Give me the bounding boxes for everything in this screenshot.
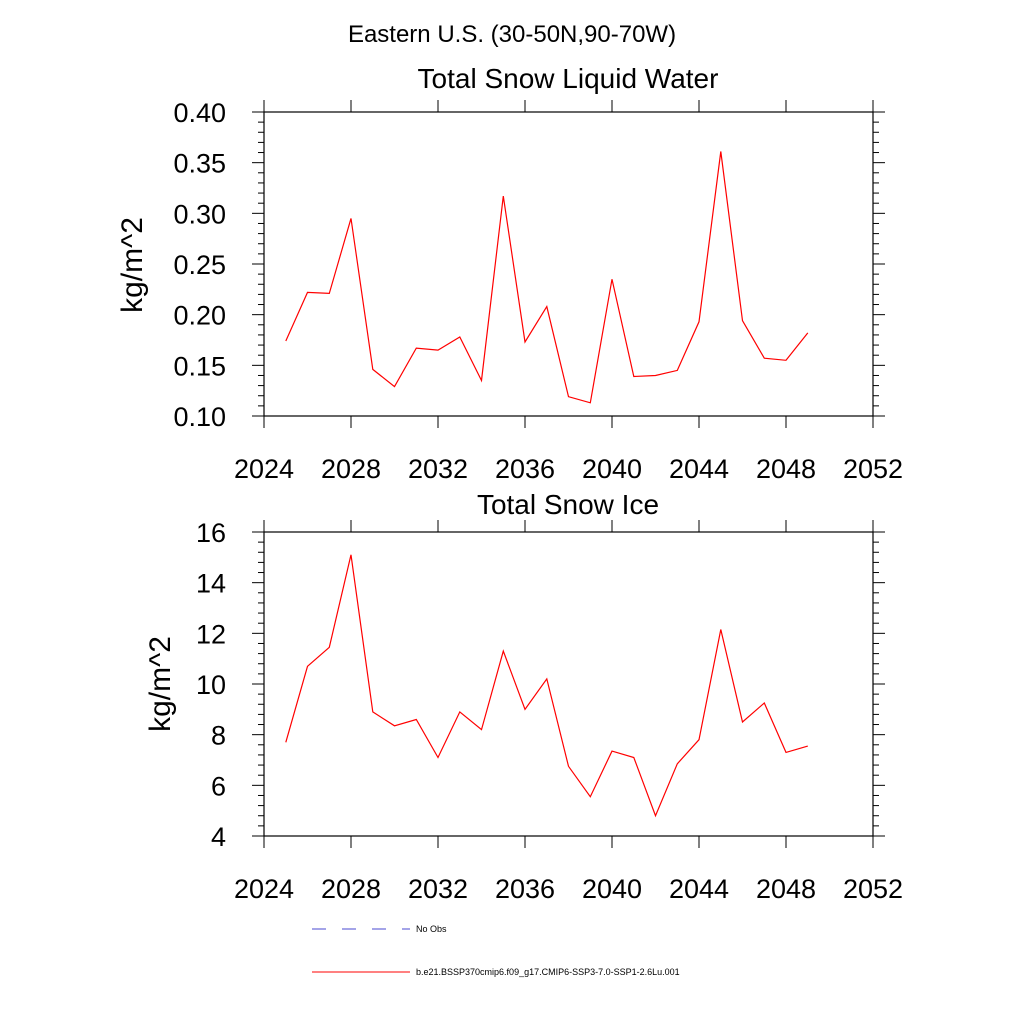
legend-label-model: b.e21.BSSP370cmip6.f09_g17.CMIP6-SSP3-7.… <box>416 967 680 977</box>
panel-snow-ice: Total Snow Ice kg/m^2 2024 2028 2032 2036 20… <box>144 489 903 904</box>
y-tick-label: 0.15 <box>173 351 226 381</box>
x-tick-label: 2028 <box>321 454 381 484</box>
plot-area: 2024 2028 2032 2036 2040 2044 2048 2052 4 6 8 10 12 1… <box>196 518 903 904</box>
x-tick-label: 2036 <box>495 874 555 904</box>
plot-frame <box>263 531 874 837</box>
legend: No Obs b.e21.BSSP370cmip6.f09_g17.CMIP6-… <box>312 924 680 977</box>
x-tick-label: 2032 <box>408 454 468 484</box>
y-tick-label: 0.10 <box>173 402 226 432</box>
x-tick-label: 2052 <box>843 874 903 904</box>
panel-snow-liquid-water: Total Snow Liquid Water kg/m^2 2024 2028 2… <box>116 63 903 484</box>
y-tick-label: 6 <box>211 771 226 801</box>
y-tick-label: 14 <box>196 569 226 599</box>
panel-title: Total Snow Ice <box>477 489 659 520</box>
y-tick-label: 8 <box>211 721 226 751</box>
series-line <box>285 554 808 818</box>
y-tick-label: 0.25 <box>173 250 226 280</box>
figure-header: Eastern U.S. (30-50N,90-70W) <box>348 21 676 48</box>
x-tick-label: 2024 <box>234 874 294 904</box>
x-tick-label: 2028 <box>321 874 381 904</box>
plot-frame <box>263 111 874 417</box>
y-tick-label: 0.40 <box>173 98 226 128</box>
x-tick-label: 2048 <box>756 874 816 904</box>
y-tick-label: 10 <box>196 670 226 700</box>
plot-area: 2024 2028 2032 2036 2040 2044 2048 2052 0.10 0.15… <box>173 98 903 484</box>
legend-label-no-obs: No Obs <box>416 924 447 934</box>
x-tick-label: 2044 <box>669 874 729 904</box>
x-tick-label: 2024 <box>234 454 294 484</box>
x-tick-label: 2052 <box>843 454 903 484</box>
y-tick-label: 0.35 <box>173 149 226 179</box>
x-tick-label: 2032 <box>408 874 468 904</box>
x-tick-label: 2044 <box>669 454 729 484</box>
y-axis-label: kg/m^2 <box>116 217 149 313</box>
y-tick-label: 0.30 <box>173 199 226 229</box>
x-tick-label: 2040 <box>582 454 642 484</box>
y-tick-label: 0.20 <box>173 301 226 331</box>
x-tick-label: 2048 <box>756 454 816 484</box>
x-tick-label: 2036 <box>495 454 555 484</box>
series-line <box>285 151 809 404</box>
y-tick-label: 16 <box>196 518 226 548</box>
y-tick-label: 12 <box>196 619 226 649</box>
y-axis-label: kg/m^2 <box>144 636 177 732</box>
y-tick-label: 4 <box>211 822 226 852</box>
x-tick-label: 2040 <box>582 874 642 904</box>
panel-title: Total Snow Liquid Water <box>418 63 719 94</box>
